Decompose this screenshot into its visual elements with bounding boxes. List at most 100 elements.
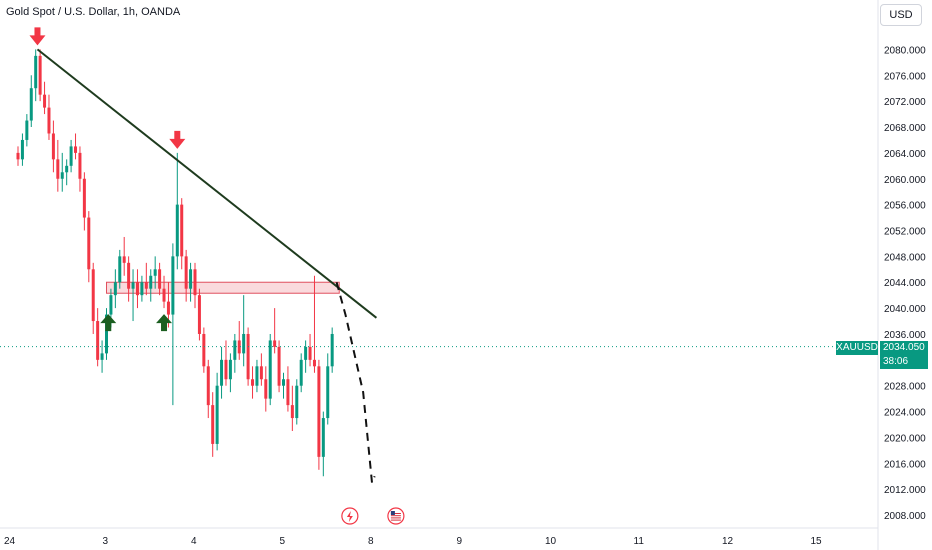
candle-body bbox=[96, 321, 100, 360]
y-tick-label: 2076.000 bbox=[884, 71, 926, 82]
candle-body bbox=[184, 256, 188, 289]
last-price-label: 2034.050 bbox=[880, 341, 928, 355]
candle-body bbox=[149, 275, 153, 289]
candle-body bbox=[105, 314, 108, 354]
candle-body bbox=[180, 204, 184, 257]
candle-body bbox=[60, 172, 64, 179]
candle-body bbox=[113, 282, 117, 296]
candle-body bbox=[259, 366, 263, 380]
x-tick-label: 11 bbox=[634, 536, 645, 547]
chart-title: Gold Spot / U.S. Dollar, 1h, OANDA bbox=[6, 6, 181, 18]
candle-body bbox=[82, 178, 86, 218]
candle-body bbox=[144, 282, 148, 289]
candle-body bbox=[162, 288, 166, 302]
candle-body bbox=[91, 269, 95, 322]
arrow-up-marker bbox=[156, 314, 173, 332]
candle-body bbox=[38, 55, 42, 95]
candle-body bbox=[135, 282, 139, 296]
candle-body bbox=[286, 379, 290, 406]
y-tick-label: 2012.000 bbox=[884, 485, 926, 496]
candle-body bbox=[273, 340, 277, 347]
y-tick-label: 2048.000 bbox=[884, 252, 926, 263]
candle-body bbox=[277, 346, 281, 386]
y-tick-label: 2040.000 bbox=[884, 304, 926, 315]
candle-body bbox=[224, 359, 228, 380]
y-tick-label: 2020.000 bbox=[884, 433, 926, 444]
x-tick-label: 12 bbox=[722, 536, 734, 547]
y-tick-label: 2036.000 bbox=[884, 330, 926, 341]
y-tick-label: 2024.000 bbox=[884, 408, 926, 419]
candle-body bbox=[109, 295, 113, 315]
candle-body bbox=[308, 346, 312, 360]
candle-body bbox=[65, 165, 69, 173]
projection-path bbox=[335, 281, 376, 484]
candle-body bbox=[74, 146, 78, 153]
candle-body bbox=[290, 405, 294, 419]
candle-body bbox=[215, 385, 219, 444]
candle-body bbox=[140, 282, 144, 296]
candle-body bbox=[118, 256, 122, 283]
candle-body bbox=[330, 333, 334, 367]
last-price-tag: XAUUSD 2034.050 38:06 bbox=[836, 341, 930, 371]
candle-body bbox=[25, 120, 29, 140]
symbol-label: XAUUSD bbox=[836, 341, 878, 355]
candle-body bbox=[171, 256, 175, 315]
candle-body bbox=[158, 269, 162, 289]
y-tick-label: 2068.000 bbox=[884, 123, 926, 134]
candle-body bbox=[264, 379, 268, 399]
candle-body bbox=[78, 152, 82, 179]
flag-canton bbox=[390, 511, 395, 515]
y-tick-label: 2060.000 bbox=[884, 175, 926, 186]
y-tick-label: 2044.000 bbox=[884, 278, 926, 289]
x-tick-label: 3 bbox=[103, 536, 109, 547]
candle-body bbox=[51, 133, 55, 160]
y-tick-label: 2056.000 bbox=[884, 201, 926, 212]
candle-body bbox=[175, 204, 179, 257]
candle-body bbox=[100, 353, 104, 360]
y-tick-label: 2008.000 bbox=[884, 511, 926, 522]
candle-body bbox=[193, 269, 197, 296]
candle-body bbox=[29, 88, 33, 121]
y-tick-label: 2052.000 bbox=[884, 226, 926, 237]
x-tick-label: 10 bbox=[545, 536, 557, 547]
candle-body bbox=[312, 359, 316, 367]
candle-body bbox=[282, 379, 285, 386]
candle-body bbox=[153, 269, 157, 276]
candle-body bbox=[211, 405, 215, 444]
x-tick-label: 15 bbox=[811, 536, 823, 547]
candle-body bbox=[166, 301, 170, 315]
x-tick-label: 4 bbox=[191, 536, 197, 547]
candle-body bbox=[220, 359, 224, 386]
x-tick-label: 5 bbox=[280, 536, 286, 547]
bar-countdown-label: 38:06 bbox=[880, 355, 928, 369]
candle-body bbox=[251, 379, 255, 386]
candle-body bbox=[16, 152, 20, 160]
y-tick-label: 2064.000 bbox=[884, 149, 926, 160]
candle-body bbox=[233, 340, 237, 360]
flag-stripe bbox=[390, 517, 401, 519]
candle-body bbox=[246, 333, 250, 380]
candle-body bbox=[197, 295, 201, 334]
candle-body bbox=[34, 55, 38, 89]
y-tick-label: 2080.000 bbox=[884, 45, 926, 56]
arrow-down-marker bbox=[169, 130, 186, 149]
candle-body bbox=[122, 256, 126, 263]
candle-body bbox=[47, 107, 51, 134]
candle-body bbox=[20, 139, 24, 160]
candle-body bbox=[87, 217, 91, 270]
candle-body bbox=[242, 333, 246, 354]
candle-body bbox=[326, 366, 330, 419]
candle-body bbox=[321, 418, 325, 457]
flag-stripe bbox=[390, 515, 401, 517]
candle-body bbox=[237, 340, 241, 354]
candle-body bbox=[268, 340, 272, 399]
x-tick-label: 24 bbox=[4, 536, 16, 547]
arrow-up-marker bbox=[100, 314, 117, 332]
candle-body bbox=[56, 159, 60, 179]
currency-button[interactable]: USD bbox=[880, 4, 922, 26]
candle-body bbox=[202, 333, 206, 367]
candle-body bbox=[228, 359, 232, 380]
x-tick-label: 9 bbox=[457, 536, 463, 547]
candle-body bbox=[255, 366, 259, 386]
